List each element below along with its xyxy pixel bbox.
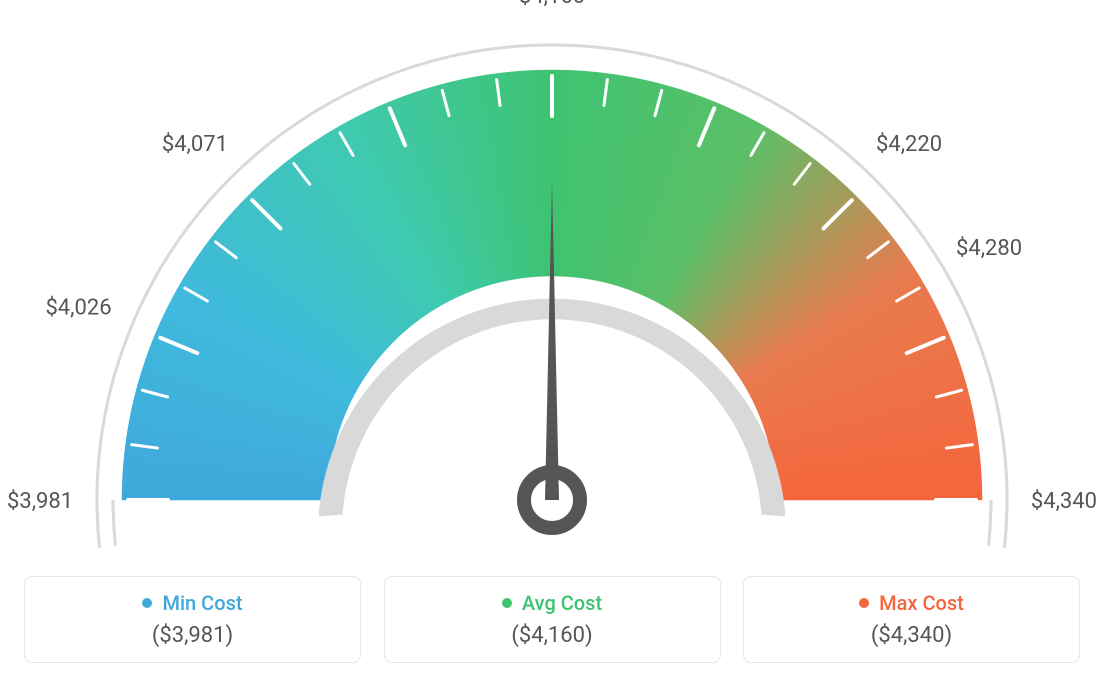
- dot-icon: [142, 598, 152, 608]
- summary-card: Max Cost ($4,340): [743, 576, 1080, 663]
- dot-icon: [502, 598, 512, 608]
- gauge-scale-label: $4,026: [45, 296, 111, 321]
- card-value: ($4,340): [744, 623, 1079, 648]
- card-label: Max Cost: [879, 591, 964, 615]
- card-title: Max Cost: [859, 591, 964, 615]
- card-title: Min Cost: [142, 591, 242, 615]
- card-label: Avg Cost: [522, 591, 602, 615]
- summary-card: Avg Cost ($4,160): [384, 576, 721, 663]
- card-label: Min Cost: [162, 591, 242, 615]
- gauge-scale-label: $4,340: [1031, 489, 1097, 514]
- card-value: ($3,981): [25, 623, 360, 648]
- summary-card: Min Cost ($3,981): [24, 576, 361, 663]
- chart-container: $3,981 $4,026 $4,071 $4,160 $4,220 $4,280 $4,3…: [0, 0, 1104, 690]
- gauge-scale-label: $4,160: [519, 0, 585, 9]
- card-value: ($4,160): [385, 623, 720, 648]
- gauge-scale-label: $4,220: [876, 132, 942, 157]
- gauge-scale-label: $3,981: [7, 489, 73, 514]
- gauge-chart: $3,981 $4,026 $4,071 $4,160 $4,220 $4,280 $4,3…: [0, 0, 1104, 560]
- dot-icon: [859, 598, 869, 608]
- card-title: Avg Cost: [502, 591, 602, 615]
- summary-cards-row: Min Cost ($3,981) Avg Cost ($4,160) Max Cost…: [0, 576, 1104, 663]
- gauge-scale-label: $4,280: [956, 236, 1022, 261]
- gauge-scale-label: $4,071: [162, 132, 228, 157]
